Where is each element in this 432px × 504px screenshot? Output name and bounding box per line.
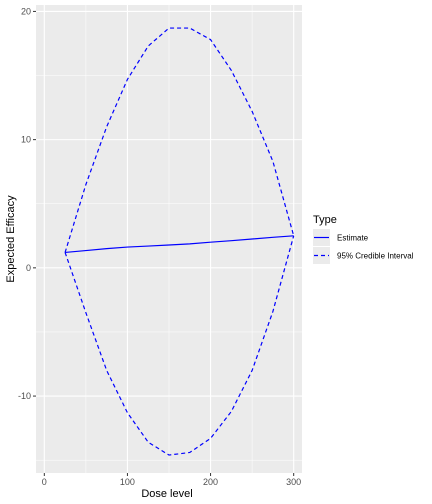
estimate-line: [65, 235, 294, 254]
grid-lines: [36, 5, 302, 473]
y-tick-label: 10: [21, 135, 31, 145]
x-tick-label: 100: [120, 477, 135, 487]
y-tick-label: 20: [21, 6, 31, 16]
legend-label-estimate: Estimate: [337, 234, 369, 243]
credible-interval-upper-line: [64, 27, 295, 253]
axis-ticks: 0 100 200 300 -10 0 10 20: [18, 6, 301, 487]
y-axis-title: Expected Efficacy: [5, 195, 17, 283]
x-tick-label: 200: [203, 477, 218, 487]
legend-label-credible-interval: 95% Credible Interval: [337, 252, 414, 261]
series-lines: [64, 27, 295, 456]
y-tick-label: 0: [26, 263, 31, 273]
credible-interval-lower-line: [64, 235, 295, 456]
x-tick-label: 300: [286, 477, 301, 487]
x-axis-title: Dose level: [141, 488, 192, 500]
x-tick-label: 0: [42, 477, 47, 487]
y-tick-label: -10: [18, 391, 31, 401]
legend: Type Estimate 95% Credible Interval: [313, 214, 414, 264]
legend-title: Type: [313, 214, 337, 226]
